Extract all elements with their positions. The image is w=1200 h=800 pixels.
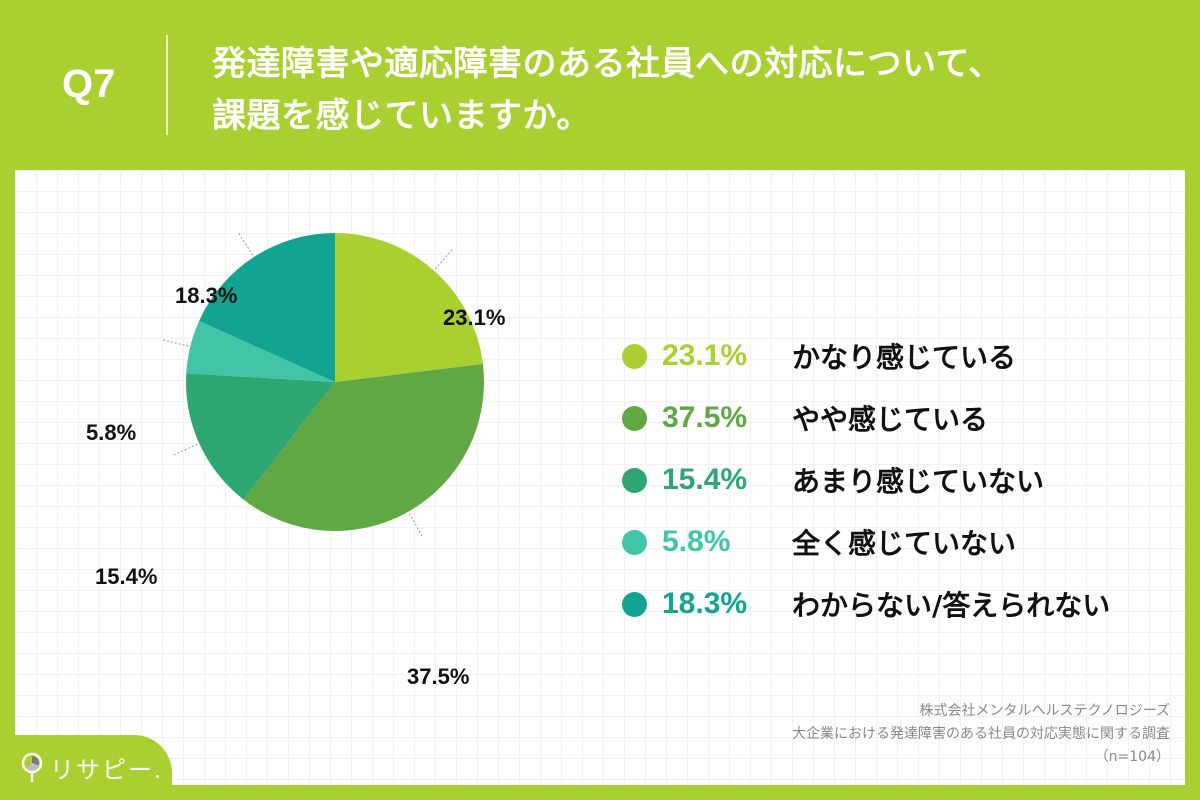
chart-card: 23.1% 37.5% 15.4% 5.8% 18.3% 23.1% かなり感じ… xyxy=(15,170,1185,785)
leader-line xyxy=(238,233,254,256)
legend-percent: 18.3% xyxy=(662,587,748,620)
legend-label: わからない/答えられない xyxy=(792,589,1111,622)
legend-label: 全く感じていない xyxy=(792,527,1017,560)
pin-chart-icon xyxy=(21,752,43,782)
question-title: 発達障害や適応障害のある社員への対応について、 課題を感じていますか。 xyxy=(212,38,1003,142)
source-survey: 大企業における発達障害のある社員の対応実態に関する調査 xyxy=(792,726,1170,742)
logo-dot xyxy=(156,775,159,778)
title-line-1: 発達障害や適応障害のある社員への対応について、 xyxy=(212,44,1003,84)
pie-label-slice-3: 15.4% xyxy=(95,564,158,589)
pie-slice xyxy=(243,364,484,531)
logo-text: リサピー xyxy=(50,756,154,784)
pie-label-slice-1: 23.1% xyxy=(443,305,506,330)
legend-percent: 15.4% xyxy=(662,463,748,496)
leader-line xyxy=(162,339,189,347)
pie-slice xyxy=(199,233,335,382)
source-sample-size: （n=104） xyxy=(1094,749,1170,765)
pie-label-slice-5: 18.3% xyxy=(175,283,238,308)
leader-line xyxy=(408,513,423,537)
title-line-2: 課題を感じていますか。 xyxy=(212,96,591,136)
pie-slices xyxy=(186,233,484,531)
leader-line xyxy=(173,443,198,456)
legend-dot-icon xyxy=(622,343,647,369)
pie-chart: 23.1% 37.5% 15.4% 5.8% 18.3% xyxy=(15,170,615,785)
header-divider xyxy=(166,35,168,135)
pie-label-slice-4: 5.8% xyxy=(86,420,137,445)
leader-line xyxy=(434,249,453,270)
legend-percent: 23.1% xyxy=(662,339,748,372)
legend: 23.1% かなり感じている 37.5% やや感じている 15.4% あまり感じ… xyxy=(622,325,1110,635)
pie-slice xyxy=(335,233,483,382)
legend-dot-icon xyxy=(622,405,647,431)
legend-item: 23.1% かなり感じている xyxy=(622,325,1110,387)
legend-percent: 37.5% xyxy=(662,401,748,434)
legend-label: やや感じている xyxy=(792,403,989,436)
source-company: 株式会社メンタルヘルステクノロジーズ xyxy=(919,703,1170,719)
legend-percent: 5.8% xyxy=(662,525,731,558)
legend-item: 5.8% 全く感じていない xyxy=(622,511,1110,573)
pie-svg xyxy=(162,233,484,537)
legend-label: あまり感じていない xyxy=(792,465,1045,498)
source-note: 株式会社メンタルヘルステクノロジーズ 大企業における発達障害のある社員の対応実態… xyxy=(792,700,1170,769)
legend-item: 37.5% やや感じている xyxy=(622,387,1110,449)
question-number: Q7 xyxy=(62,62,116,106)
legend-dot-icon xyxy=(622,591,647,617)
legend-label: かなり感じている xyxy=(792,341,1017,374)
legend-dot-icon xyxy=(622,467,647,493)
legend-item: 15.4% あまり感じていない xyxy=(622,449,1110,511)
pie-slice xyxy=(186,320,335,382)
pie-slice xyxy=(186,373,335,500)
pie-label-slice-2: 37.5% xyxy=(407,664,470,689)
legend-item: 18.3% わからない/答えられない xyxy=(622,573,1110,635)
brand-logo: リサピー xyxy=(20,750,159,785)
legend-dot-icon xyxy=(622,529,647,555)
header: Q7 発達障害や適応障害のある社員への対応について、 課題を感じていますか。 xyxy=(0,0,1200,170)
